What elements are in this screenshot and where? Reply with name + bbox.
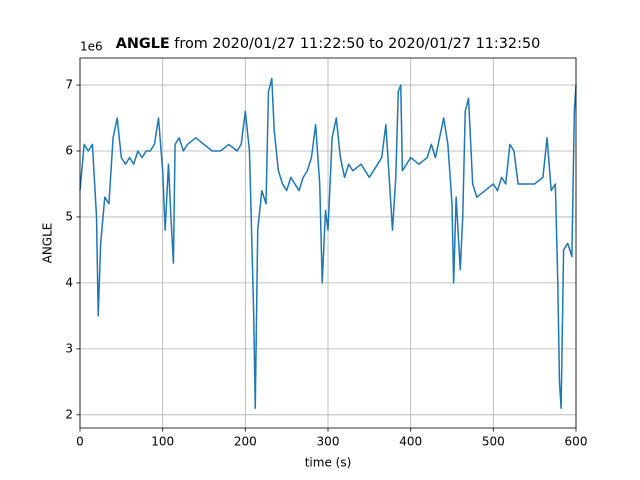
y-tick-label: 3 — [65, 341, 73, 355]
y-tick-label: 4 — [65, 275, 73, 289]
x-axis-label: time (s) — [305, 456, 352, 470]
x-tick-label: 100 — [151, 435, 174, 449]
x-tick-label: 500 — [482, 435, 505, 449]
x-tick-label: 400 — [399, 435, 422, 449]
chart-title: ANGLE from 2020/01/27 11:22:50 to 2020/0… — [116, 36, 541, 52]
x-tick-label: 200 — [234, 435, 257, 449]
data-line — [79, 77, 577, 409]
axes-frame — [79, 57, 577, 429]
offset-label: 1e6 — [80, 40, 103, 54]
x-tick-label: 300 — [317, 435, 340, 449]
y-tick-label: 6 — [65, 143, 73, 157]
title-rest: from 2020/01/27 11:22:50 to 2020/01/27 1… — [174, 36, 540, 52]
title-bold: ANGLE — [116, 36, 170, 52]
y-tick-label: 5 — [65, 209, 73, 223]
y-axis-label: ANGLE — [41, 223, 55, 264]
y-tick-label: 7 — [65, 78, 73, 92]
x-tick-label: 0 — [76, 435, 84, 449]
y-tick-label: 2 — [65, 407, 73, 421]
x-tick-label: 600 — [565, 435, 588, 449]
